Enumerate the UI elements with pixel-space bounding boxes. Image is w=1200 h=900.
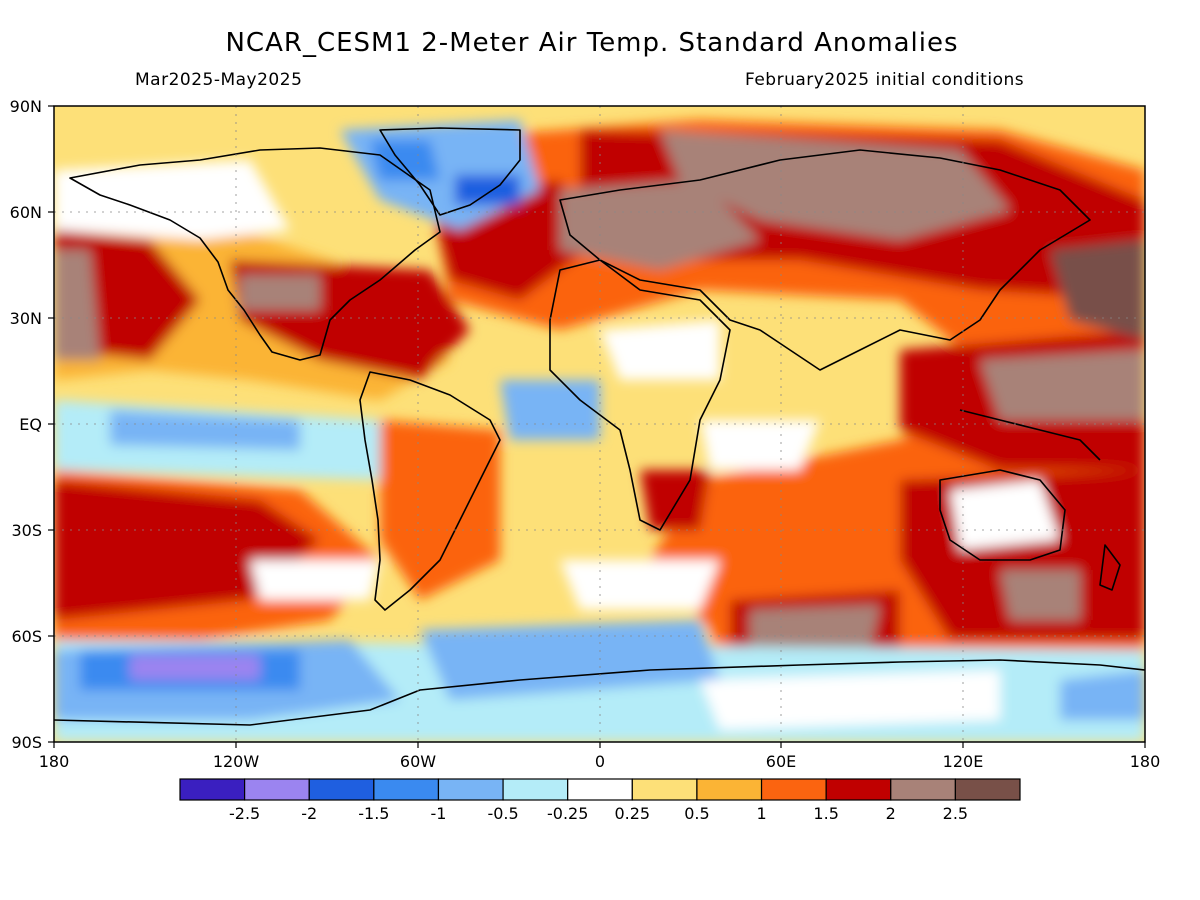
- colorbar-swatch: [760, 778, 827, 801]
- lat-label-30n: 30N: [10, 309, 42, 328]
- colorbar-tick-label: 0.5: [684, 804, 709, 823]
- colorbar-tick-label: -1: [430, 804, 446, 823]
- colorbar-swatch: [890, 778, 956, 801]
- colorbar-tick-label: -1.5: [358, 804, 389, 823]
- colorbar-tick-label: -0.25: [547, 804, 588, 823]
- lon-label-120e: 120E: [943, 752, 984, 771]
- lat-label-60s: 60S: [11, 627, 42, 646]
- colorbar-tick-label: -2.5: [229, 804, 260, 823]
- lat-lon-grid: [54, 106, 1145, 742]
- colorbar-swatch: [308, 778, 375, 801]
- forecast-period: Mar2025-May2025: [135, 70, 303, 90]
- colorbar-swatch: [696, 778, 763, 801]
- lat-label-60n: 60N: [10, 203, 42, 222]
- colorbar-swatch: [179, 778, 246, 801]
- lon-label-60e: 60E: [766, 752, 796, 771]
- lon-label-180e: 180: [1130, 752, 1161, 771]
- lat-label-30s: 30S: [11, 521, 42, 540]
- lon-label-0: 0: [595, 752, 605, 771]
- colorbar-tick-label: 1: [756, 804, 766, 823]
- map-title: NCAR_CESM1 2-Meter Air Temp. Standard An…: [225, 28, 959, 58]
- lat-label-90s: 90S: [11, 733, 42, 752]
- colorbar-tick-label: -0.5: [487, 804, 518, 823]
- colorbar-swatch: [373, 778, 440, 801]
- colorbar-swatch: [244, 778, 310, 801]
- lon-label-180w: 180: [39, 752, 70, 771]
- colorbar-swatch: [631, 778, 698, 801]
- colorbar-tick-label: -2: [301, 804, 317, 823]
- coastlines: [54, 127, 1145, 726]
- colorbar: [179, 778, 1021, 801]
- colorbar-swatch: [502, 778, 569, 801]
- colorbar-swatch: [954, 778, 1021, 801]
- colorbar-tick-label: 2.5: [943, 804, 968, 823]
- colorbar-swatch: [825, 778, 892, 801]
- colorbar-tick-label: 2: [886, 804, 896, 823]
- colorbar-swatch: [437, 778, 504, 801]
- colorbar-tick-label: 0.25: [614, 804, 650, 823]
- lon-label-60w: 60W: [400, 752, 436, 771]
- colorbar-swatch: [567, 778, 633, 801]
- colorbar-labels: -2.5 -2 -1.5 -1 -0.5 -0.25 0.25 0.5 1 1.5 2 2.5: [229, 804, 968, 823]
- lon-label-120w: 120W: [213, 752, 260, 771]
- lat-label-eq: EQ: [19, 415, 42, 434]
- lat-label-90n: 90N: [10, 97, 42, 116]
- colorbar-tick-label: 1.5: [813, 804, 838, 823]
- initial-conditions-label: February2025 initial conditions: [745, 70, 1025, 90]
